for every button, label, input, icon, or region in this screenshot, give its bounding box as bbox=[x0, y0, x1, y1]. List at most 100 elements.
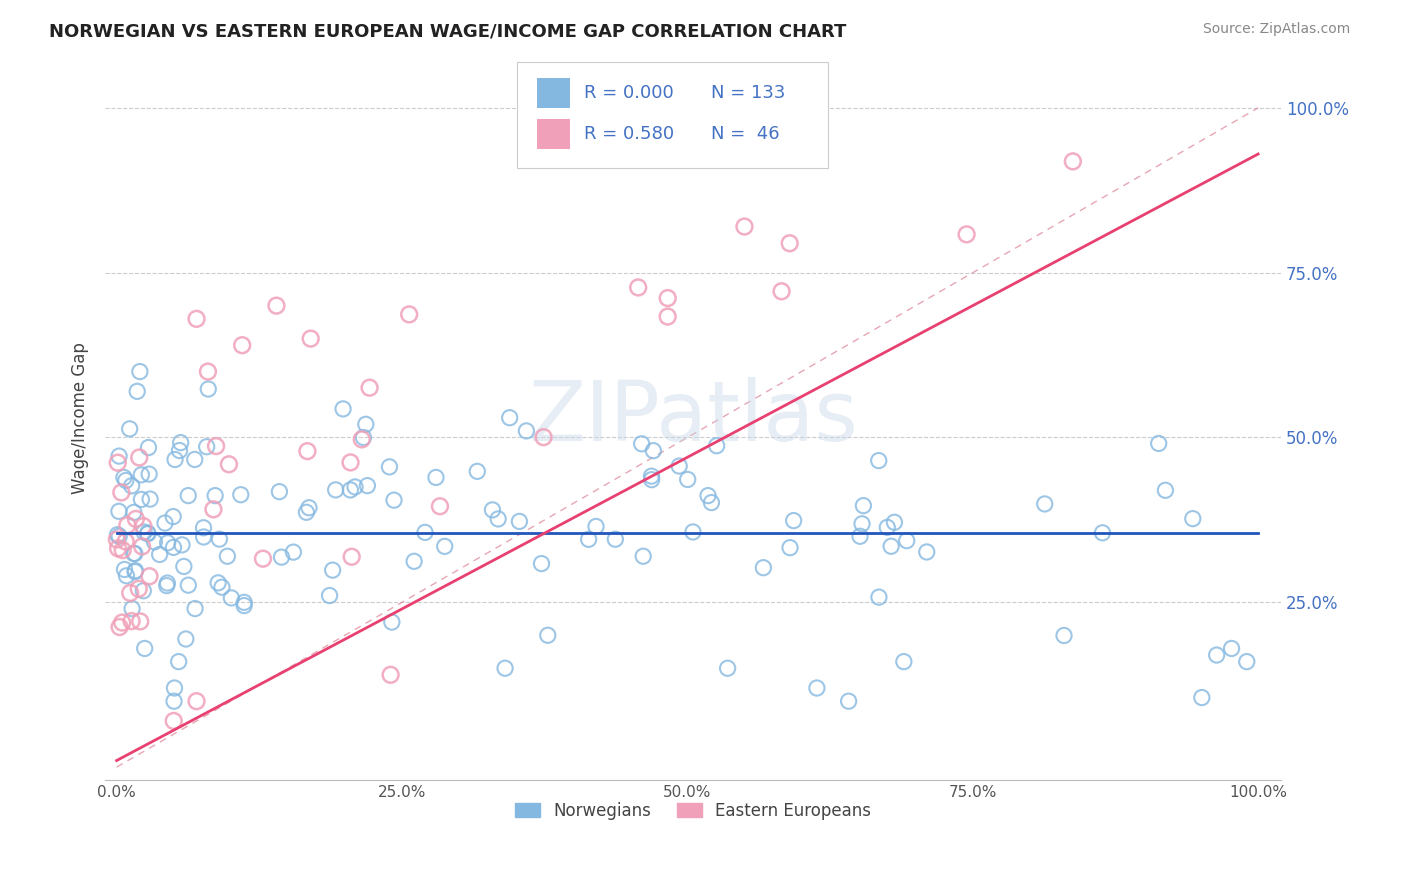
Point bbox=[668, 458, 690, 473]
Point bbox=[122, 547, 145, 561]
Point bbox=[117, 518, 139, 533]
Point bbox=[153, 516, 176, 530]
Point bbox=[657, 310, 679, 324]
Point bbox=[880, 539, 903, 553]
Point bbox=[332, 401, 354, 416]
Legend: Norwegians, Eastern Europeans: Norwegians, Eastern Europeans bbox=[509, 795, 877, 826]
Point bbox=[322, 563, 344, 577]
Point bbox=[733, 219, 755, 234]
Point bbox=[156, 576, 179, 591]
Point bbox=[499, 410, 522, 425]
Point bbox=[107, 541, 129, 556]
Point bbox=[266, 299, 288, 313]
Point bbox=[1091, 525, 1114, 540]
Point bbox=[1191, 690, 1213, 705]
Point bbox=[108, 529, 131, 543]
Point bbox=[893, 655, 915, 669]
Point bbox=[129, 615, 152, 629]
Point bbox=[533, 430, 555, 444]
Point bbox=[169, 443, 191, 458]
Point bbox=[233, 599, 256, 613]
Point bbox=[868, 453, 890, 467]
Point bbox=[354, 417, 377, 432]
Point bbox=[352, 430, 374, 444]
Point bbox=[105, 533, 128, 547]
Point bbox=[186, 694, 208, 708]
Point bbox=[167, 655, 190, 669]
Point bbox=[136, 526, 159, 541]
Text: N = 133: N = 133 bbox=[710, 84, 785, 102]
Point bbox=[1053, 628, 1076, 642]
Point bbox=[851, 516, 873, 531]
Point bbox=[108, 449, 131, 463]
Point bbox=[233, 595, 256, 609]
Point bbox=[184, 452, 207, 467]
Point bbox=[700, 495, 723, 509]
Point bbox=[806, 681, 828, 695]
Point bbox=[208, 532, 231, 546]
Text: ZIPatlas: ZIPatlas bbox=[529, 377, 858, 458]
Text: R = 0.000: R = 0.000 bbox=[583, 84, 673, 102]
Point bbox=[1236, 655, 1258, 669]
Point bbox=[131, 492, 153, 507]
Point bbox=[193, 521, 215, 535]
Point bbox=[1181, 511, 1204, 525]
Point bbox=[1220, 641, 1243, 656]
Point bbox=[132, 519, 155, 533]
Point bbox=[269, 484, 291, 499]
Point bbox=[1062, 154, 1084, 169]
Point bbox=[1147, 436, 1170, 450]
Point bbox=[779, 541, 801, 555]
Point bbox=[1033, 497, 1056, 511]
Point bbox=[752, 560, 775, 574]
Point bbox=[433, 540, 456, 554]
Point bbox=[132, 583, 155, 598]
Point bbox=[350, 433, 373, 447]
FancyBboxPatch shape bbox=[537, 119, 569, 150]
Point bbox=[231, 338, 253, 352]
Point bbox=[177, 578, 200, 592]
Point bbox=[115, 568, 138, 582]
Point bbox=[494, 661, 516, 675]
Point bbox=[110, 485, 132, 500]
Point bbox=[270, 550, 292, 565]
Point bbox=[297, 444, 319, 458]
Point bbox=[170, 435, 193, 450]
Point bbox=[162, 541, 184, 555]
Y-axis label: Wage/Income Gap: Wage/Income Gap bbox=[72, 342, 89, 493]
Point bbox=[112, 470, 135, 484]
Point bbox=[779, 236, 801, 251]
Point bbox=[163, 714, 186, 728]
Point bbox=[630, 437, 652, 451]
Point bbox=[114, 562, 136, 576]
Point bbox=[717, 661, 740, 675]
Point bbox=[114, 474, 136, 488]
Point bbox=[143, 534, 166, 549]
Point bbox=[344, 480, 367, 494]
Point bbox=[955, 227, 977, 242]
Text: Source: ZipAtlas.com: Source: ZipAtlas.com bbox=[1202, 22, 1350, 37]
Point bbox=[706, 439, 728, 453]
Point bbox=[138, 467, 160, 482]
Point bbox=[118, 422, 141, 436]
Point bbox=[340, 549, 363, 564]
Point bbox=[107, 527, 129, 541]
Point bbox=[657, 291, 679, 305]
Point bbox=[205, 439, 228, 453]
Point bbox=[1205, 648, 1227, 662]
Point bbox=[585, 519, 607, 533]
Point bbox=[131, 540, 153, 554]
Point bbox=[124, 564, 146, 578]
Point bbox=[211, 580, 233, 594]
Point bbox=[295, 505, 318, 519]
Point bbox=[318, 589, 340, 603]
Point bbox=[134, 524, 156, 539]
Point bbox=[868, 590, 890, 604]
Point bbox=[508, 515, 530, 529]
Point bbox=[425, 470, 447, 484]
Point bbox=[138, 441, 160, 455]
Point bbox=[125, 512, 148, 526]
Point bbox=[339, 455, 361, 469]
Point bbox=[138, 569, 160, 583]
Text: R = 0.580: R = 0.580 bbox=[583, 125, 673, 144]
